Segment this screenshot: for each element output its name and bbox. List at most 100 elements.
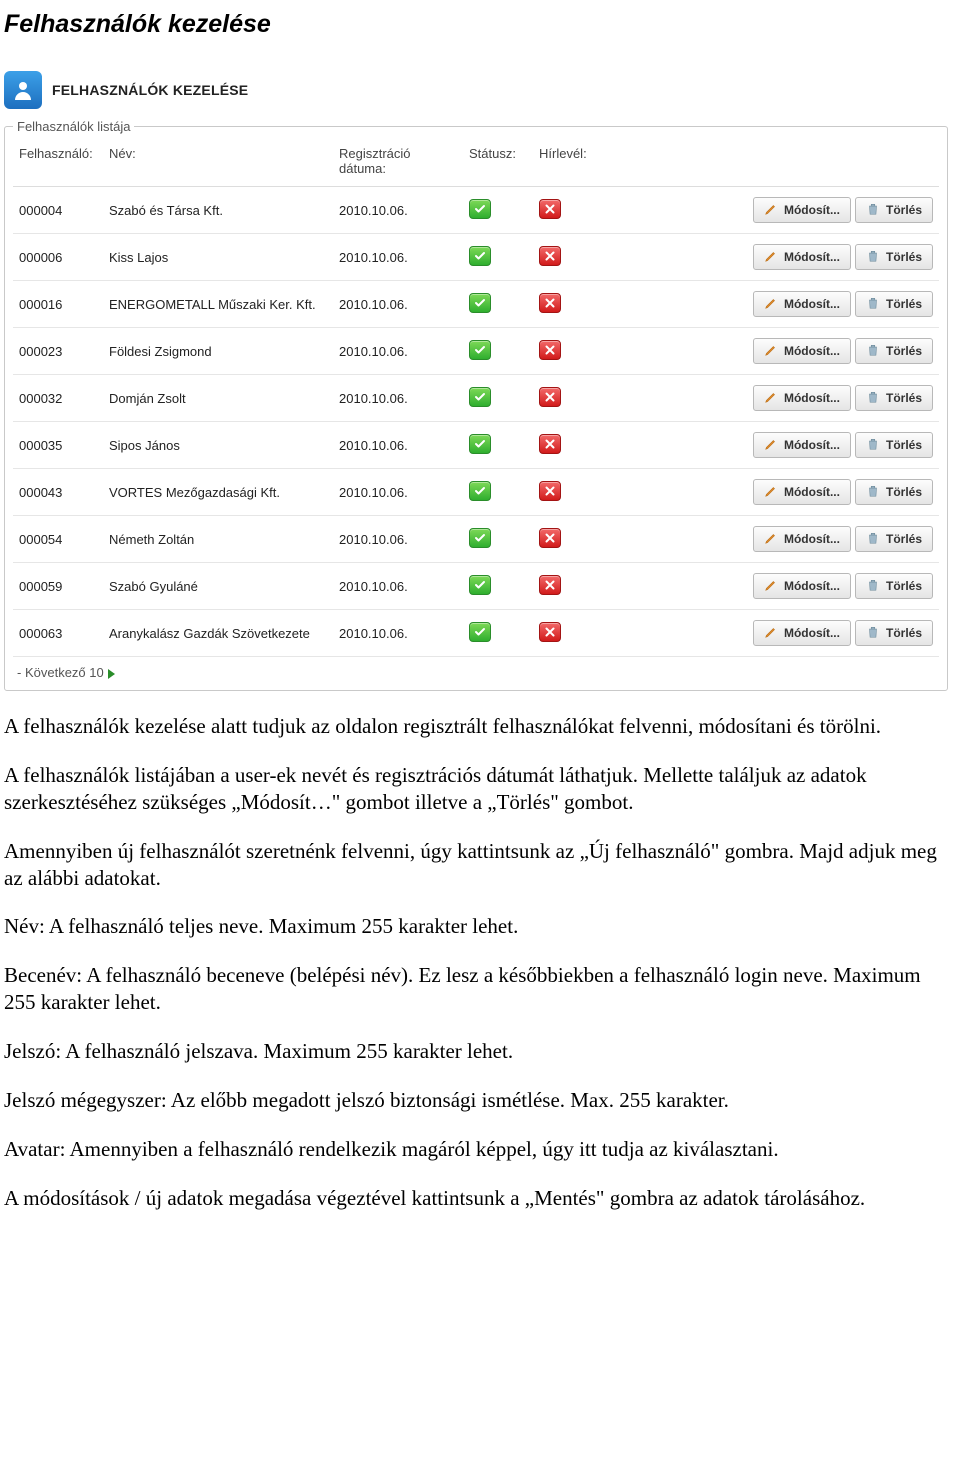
modify-button[interactable]: Módosít...: [753, 291, 851, 317]
pencil-icon: [764, 625, 778, 642]
cell-status: [463, 610, 533, 657]
cell-status: [463, 422, 533, 469]
trash-icon: [866, 296, 880, 313]
paragraph: Jelszó: A felhasználó jelszava. Maximum …: [4, 1038, 948, 1065]
cell-date: 2010.10.06.: [333, 234, 463, 281]
cell-date: 2010.10.06.: [333, 610, 463, 657]
cell-status: [463, 469, 533, 516]
x-icon: [539, 246, 561, 266]
modify-button[interactable]: Módosít...: [753, 244, 851, 270]
modify-button[interactable]: Módosít...: [753, 197, 851, 223]
x-icon: [539, 481, 561, 501]
check-icon: [469, 199, 491, 219]
cell-newsletter: [533, 328, 603, 375]
x-icon: [539, 434, 561, 454]
delete-button[interactable]: Törlés: [855, 620, 933, 646]
arrow-right-icon: [108, 669, 115, 679]
pencil-icon: [764, 343, 778, 360]
cell-newsletter: [533, 422, 603, 469]
pager: - Következő 10: [13, 657, 939, 682]
paragraph: A módosítások / új adatok megadása végez…: [4, 1185, 948, 1212]
delete-button[interactable]: Törlés: [855, 338, 933, 364]
trash-icon: [866, 484, 880, 501]
table-row: 000023Földesi Zsigmond2010.10.06.Módosít…: [13, 328, 939, 375]
cell-name: Sipos János: [103, 422, 333, 469]
table-row: 000043VORTES Mezőgazdasági Kft.2010.10.0…: [13, 469, 939, 516]
delete-button[interactable]: Törlés: [855, 385, 933, 411]
modify-button[interactable]: Módosít...: [753, 479, 851, 505]
check-icon: [469, 293, 491, 313]
table-row: 000016ENERGOMETALL Műszaki Ker. Kft.2010…: [13, 281, 939, 328]
col-header-id: Felhasználó:: [13, 140, 103, 187]
cell-date: 2010.10.06.: [333, 469, 463, 516]
trash-icon: [866, 578, 880, 595]
cell-id: 000004: [13, 187, 103, 234]
trash-icon: [866, 202, 880, 219]
trash-icon: [866, 343, 880, 360]
cell-actions: Módosít...Törlés: [603, 563, 939, 610]
modify-button[interactable]: Módosít...: [753, 432, 851, 458]
panel-title: FELHASZNÁLÓK KEZELÉSE: [52, 82, 248, 98]
paragraph: Amennyiben új felhasználót szeretnénk fe…: [4, 838, 948, 892]
table-row: 000063Aranykalász Gazdák Szövetkezete201…: [13, 610, 939, 657]
modify-button[interactable]: Módosít...: [753, 573, 851, 599]
modify-button[interactable]: Módosít...: [753, 385, 851, 411]
table-row: 000004Szabó és Társa Kft.2010.10.06.Módo…: [13, 187, 939, 234]
check-icon: [469, 434, 491, 454]
cell-date: 2010.10.06.: [333, 187, 463, 234]
table-row: 000032Domján Zsolt2010.10.06.Módosít...T…: [13, 375, 939, 422]
delete-button[interactable]: Törlés: [855, 479, 933, 505]
doc-title: Felhasználók kezelése: [4, 10, 948, 39]
cell-newsletter: [533, 187, 603, 234]
delete-button[interactable]: Törlés: [855, 573, 933, 599]
modify-button[interactable]: Módosít...: [753, 338, 851, 364]
col-header-news: Hírlevél:: [533, 140, 603, 187]
cell-newsletter: [533, 563, 603, 610]
modify-button[interactable]: Módosít...: [753, 526, 851, 552]
check-icon: [469, 622, 491, 642]
cell-actions: Módosít...Törlés: [603, 281, 939, 328]
description-text: A felhasználók kezelése alatt tudjuk az …: [4, 713, 948, 1212]
cell-actions: Módosít...Törlés: [603, 610, 939, 657]
cell-date: 2010.10.06.: [333, 563, 463, 610]
cell-status: [463, 375, 533, 422]
cell-actions: Módosít...Törlés: [603, 469, 939, 516]
cell-date: 2010.10.06.: [333, 281, 463, 328]
table-row: 000006Kiss Lajos2010.10.06.Módosít...Tör…: [13, 234, 939, 281]
table-row: 000035Sipos János2010.10.06.Módosít...Tö…: [13, 422, 939, 469]
cell-id: 000059: [13, 563, 103, 610]
trash-icon: [866, 625, 880, 642]
delete-button[interactable]: Törlés: [855, 526, 933, 552]
col-header-name: Név:: [103, 140, 333, 187]
modify-button[interactable]: Módosít...: [753, 620, 851, 646]
cell-name: ENERGOMETALL Műszaki Ker. Kft.: [103, 281, 333, 328]
cell-status: [463, 281, 533, 328]
check-icon: [469, 575, 491, 595]
cell-actions: Módosít...Törlés: [603, 375, 939, 422]
cell-date: 2010.10.06.: [333, 375, 463, 422]
delete-button[interactable]: Törlés: [855, 197, 933, 223]
delete-button[interactable]: Törlés: [855, 432, 933, 458]
users-table: Felhasználó: Név: Regisztráció dátuma: S…: [13, 140, 939, 657]
delete-button[interactable]: Törlés: [855, 244, 933, 270]
x-icon: [539, 575, 561, 595]
check-icon: [469, 528, 491, 548]
users-fieldset: Felhasználók listája Felhasználó: Név: R…: [4, 119, 948, 691]
cell-actions: Módosít...Törlés: [603, 422, 939, 469]
user-icon: [4, 71, 42, 109]
cell-date: 2010.10.06.: [333, 422, 463, 469]
fieldset-legend: Felhasználók listája: [13, 119, 134, 134]
cell-id: 000016: [13, 281, 103, 328]
cell-name: VORTES Mezőgazdasági Kft.: [103, 469, 333, 516]
delete-button[interactable]: Törlés: [855, 291, 933, 317]
cell-id: 000032: [13, 375, 103, 422]
x-icon: [539, 199, 561, 219]
cell-name: Aranykalász Gazdák Szövetkezete: [103, 610, 333, 657]
check-icon: [469, 246, 491, 266]
pager-next-link[interactable]: Következő 10: [25, 665, 115, 680]
cell-status: [463, 328, 533, 375]
cell-newsletter: [533, 610, 603, 657]
col-header-date: Regisztráció dátuma:: [333, 140, 463, 187]
cell-status: [463, 563, 533, 610]
cell-id: 000054: [13, 516, 103, 563]
